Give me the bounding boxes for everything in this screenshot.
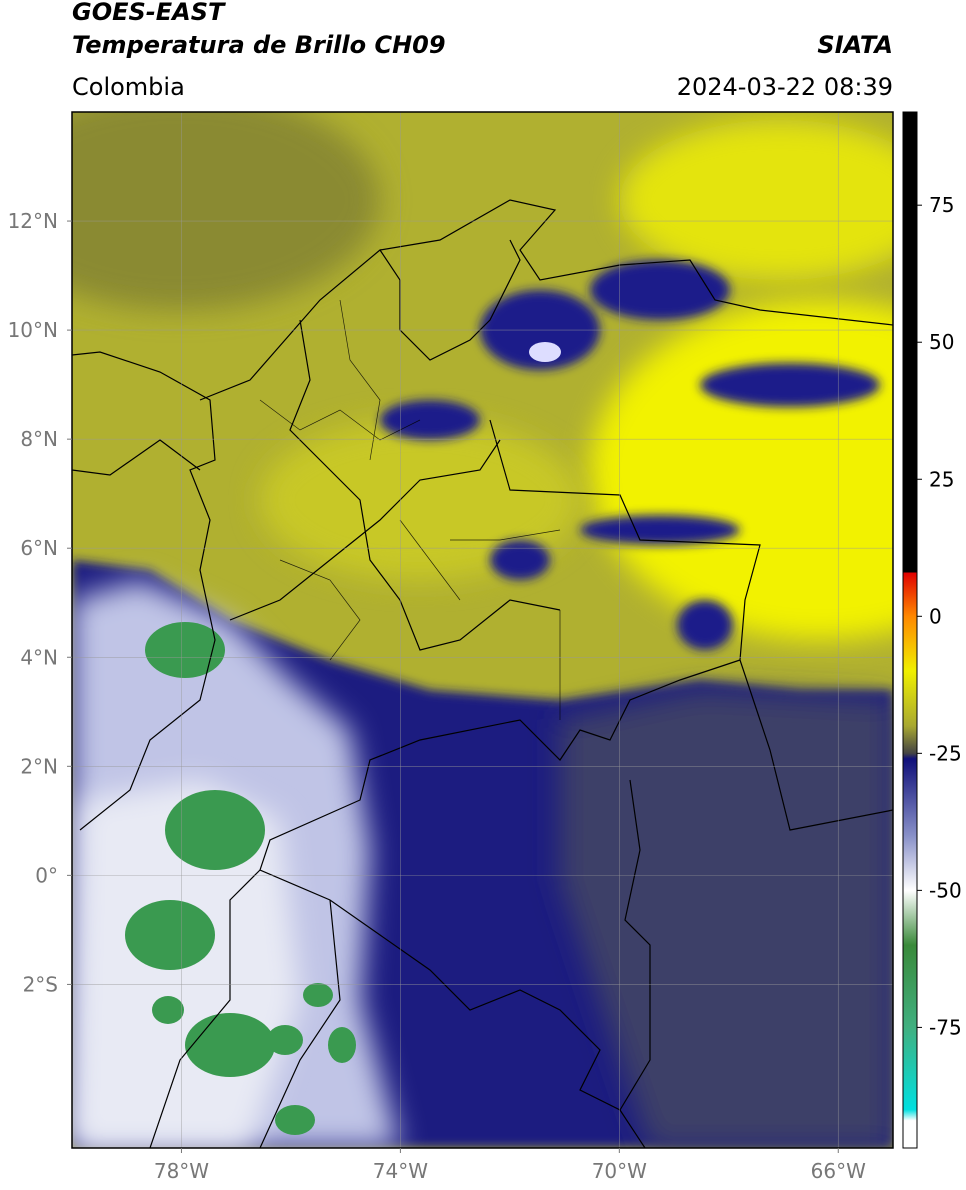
x-tick-label: 78°W bbox=[154, 1159, 209, 1183]
y-tick-label: 8°N bbox=[20, 427, 58, 451]
imagery bbox=[72, 112, 893, 1148]
y-tick-label: 10°N bbox=[8, 318, 58, 342]
colorbar-tick-label: 0 bbox=[929, 604, 942, 628]
colorbar-tick-label: 75 bbox=[929, 193, 954, 217]
colorbar-tick-label: 25 bbox=[929, 467, 954, 491]
colorbar-tick-label: -50 bbox=[929, 878, 962, 902]
colorbar-tick-label: 50 bbox=[929, 330, 954, 354]
title: GOES-EAST bbox=[72, 0, 226, 26]
x-tick-label: 74°W bbox=[373, 1159, 428, 1183]
y-tick-label: 12°N bbox=[8, 209, 58, 233]
x-tick-label: 66°W bbox=[811, 1159, 866, 1183]
region: Colombia bbox=[72, 73, 185, 101]
y-tick-label: 4°N bbox=[20, 645, 58, 669]
y-tick-label: 2°S bbox=[23, 972, 58, 996]
colorbar-tick-label: -75 bbox=[929, 1015, 962, 1039]
subtitle: Temperatura de Brillo CH09 bbox=[72, 31, 446, 59]
source: SIATA bbox=[817, 31, 893, 59]
y-tick-label: 2°N bbox=[20, 754, 58, 778]
y-tick-label: 0° bbox=[35, 863, 58, 887]
x-tick-label: 70°W bbox=[592, 1159, 647, 1183]
colorbar bbox=[902, 111, 918, 1149]
y-tick-label: 6°N bbox=[20, 536, 58, 560]
map-frame bbox=[71, 111, 894, 1149]
datetime: 2024-03-22 08:39 bbox=[677, 73, 893, 101]
colorbar-tick-label: -25 bbox=[929, 741, 962, 765]
